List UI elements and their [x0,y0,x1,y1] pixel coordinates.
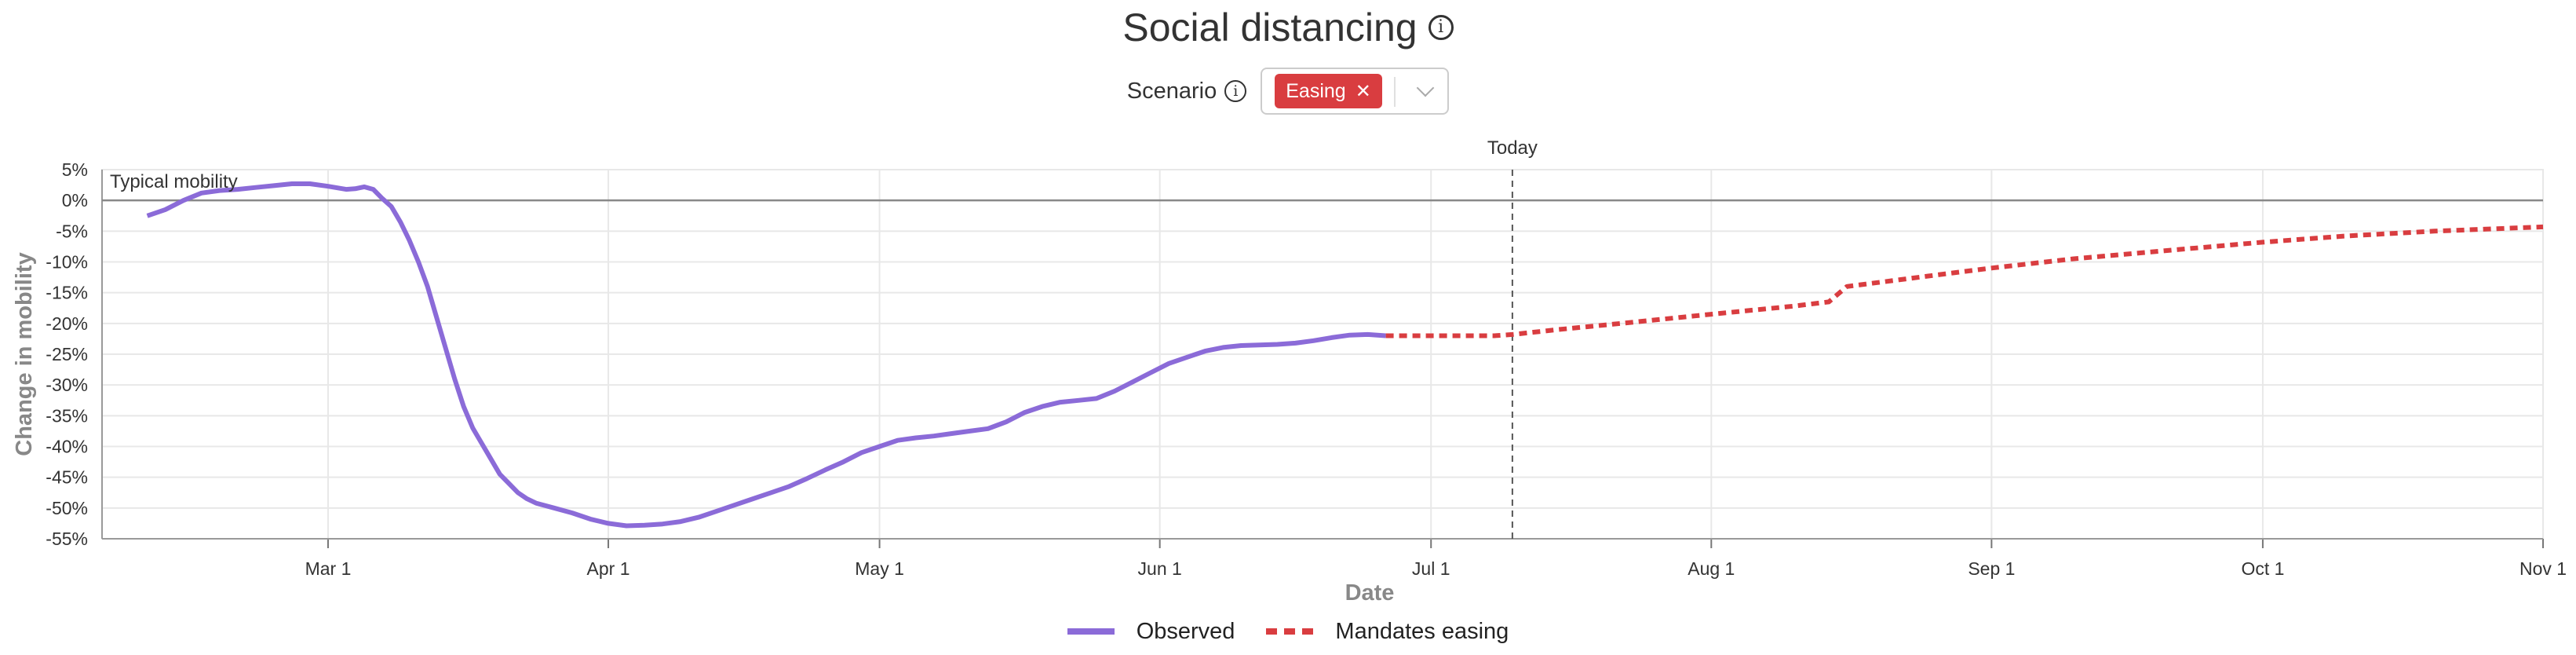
series-line-observed [146,181,1386,529]
x-tick-label: Jun 1 [1138,558,1182,579]
x-tick-label: Nov 1 [2519,558,2567,579]
scenario-info-icon[interactable]: i [1224,80,1247,102]
y-tick-label: -50% [46,498,88,518]
x-tick-label: Apr 1 [587,558,630,579]
y-tick-label: -15% [46,283,88,303]
legend-swatch-easing [1266,628,1314,635]
x-tick-label: May 1 [855,558,904,579]
x-tick-label: Mar 1 [305,558,352,579]
y-tick-label: -10% [46,252,88,273]
series-line-mandates-easing [1385,224,2544,338]
select-divider [1394,77,1396,107]
mobility-chart: 5% 0% -5% -10% -15% -20% -25% -30% -35% -40% -45% -… [12,137,2567,606]
axis-layer: 5% 0% -5% -10% -15% -20% -25% -30% -35% -40% -45% -… [46,159,2567,579]
legend-item-observed[interactable]: Observed [1067,619,1235,645]
legend: Observed Mandates easing [0,614,2576,649]
y-tick-label: 5% [62,159,88,180]
legend-label-observed: Observed [1136,618,1235,644]
legend-swatch-observed [1067,628,1115,635]
info-icon[interactable]: i [1428,15,1454,40]
x-axis-title: Date [1345,580,1395,606]
y-tick-label: -25% [46,344,88,364]
y-tick-label: -55% [46,529,88,549]
scenario-chip-label: Easing [1286,79,1346,102]
x-tick-label: Sep 1 [1968,558,2015,579]
y-tick-label: -20% [46,313,88,334]
grid-layer [101,169,2544,540]
y-tick-label: -45% [46,467,88,488]
close-icon[interactable]: ✕ [1355,80,1371,102]
x-tick-label: Jul 1 [1412,558,1450,579]
y-tick-label: -40% [46,437,88,457]
page-title: Social distancing [1122,5,1418,49]
reference-line-label: Typical mobility [110,171,238,192]
label-layer: Typical mobility Today Date Change in mobil… [12,137,1538,606]
scenario-label: Scenario [1126,78,1217,104]
y-tick-label: -30% [46,375,88,395]
x-tick-label: Oct 1 [2241,558,2284,579]
title-row: Social distancing i [0,0,2576,55]
legend-label-easing: Mandates easing [1335,618,1509,644]
x-tick-label: Aug 1 [1688,558,1735,579]
scenario-select[interactable]: Easing ✕ [1261,68,1450,115]
y-axis-title: Change in mobility [12,252,37,456]
scenario-chip-easing: Easing ✕ [1275,74,1382,108]
legend-item-easing[interactable]: Mandates easing [1266,619,1509,645]
y-tick-label: 0% [62,190,88,210]
scenario-row: Scenario i Easing ✕ [0,66,2576,116]
today-label: Today [1487,137,1538,159]
series-layer [146,181,2544,529]
y-tick-label: -5% [56,221,88,241]
y-tick-label: -35% [46,405,88,426]
